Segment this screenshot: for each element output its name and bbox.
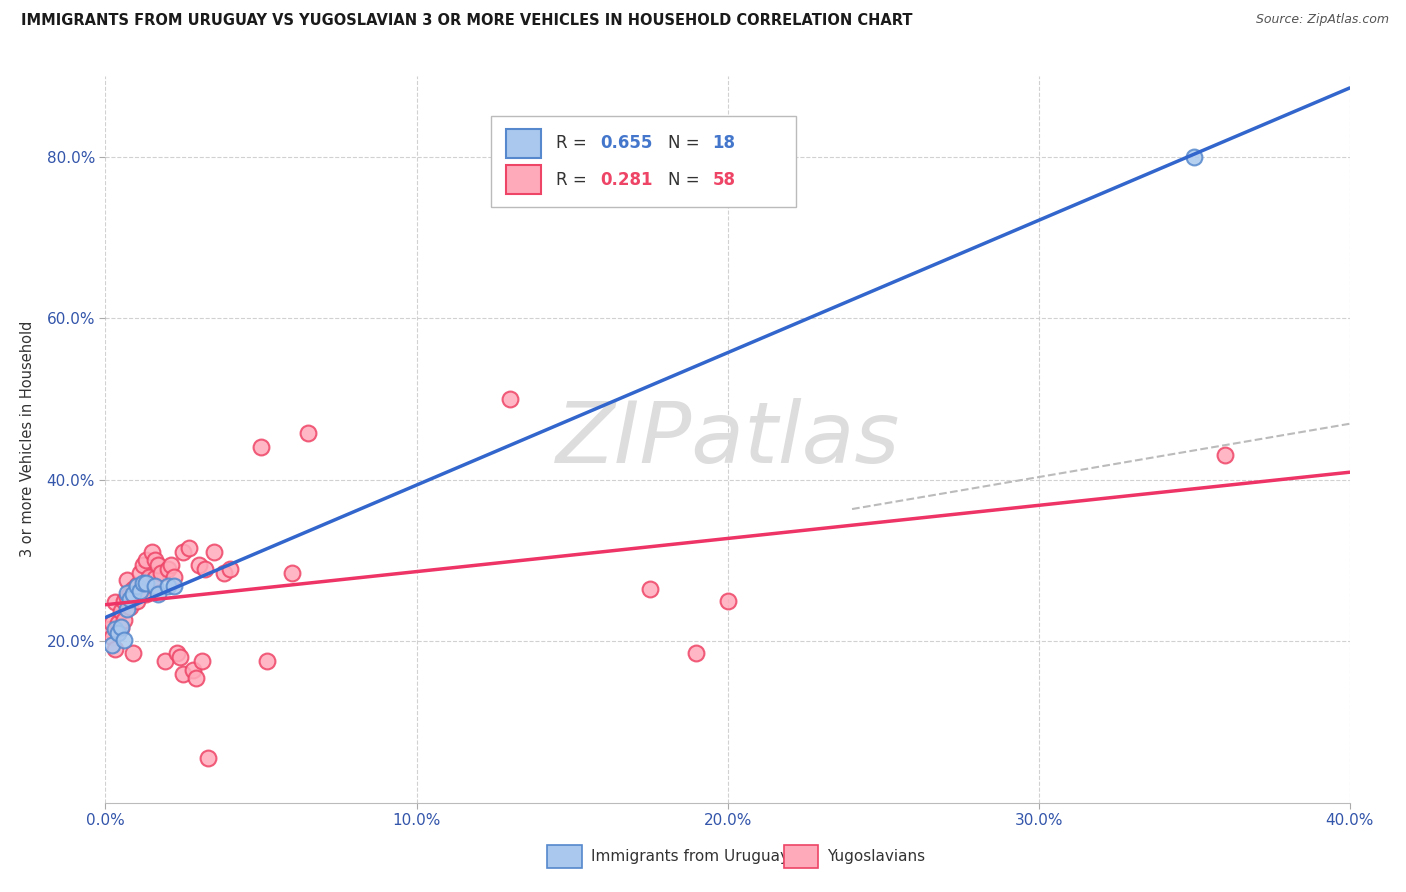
Point [166,646,188,660]
Point [191,654,214,668]
Point [281,566,304,580]
Text: 18: 18 [713,135,735,153]
Point [107,626,129,640]
Point [141,578,163,592]
Point [112,632,135,647]
Text: R =: R = [555,170,592,189]
Point [202,545,225,559]
Point [212,566,235,580]
Point [125,578,148,592]
Point [638,582,661,596]
Point [112,594,135,608]
FancyBboxPatch shape [547,845,582,868]
Point [218,561,242,575]
Point [135,576,157,591]
Point [685,646,707,660]
Point [128,586,150,600]
Point [143,571,166,585]
Text: 58: 58 [713,170,735,189]
Point [115,573,138,587]
Point [100,616,122,631]
Point [120,586,142,600]
Text: Immigrants from Uruguay: Immigrants from Uruguay [591,849,789,864]
Point [122,646,145,660]
Point [110,620,132,634]
Point [184,671,207,685]
Point [115,586,138,600]
Text: IMMIGRANTS FROM URUGUAY VS YUGOSLAVIAN 3 OR MORE VEHICLES IN HOUSEHOLD CORRELATI: IMMIGRANTS FROM URUGUAY VS YUGOSLAVIAN 3… [21,13,912,29]
Point [197,751,219,765]
Point [250,441,273,455]
FancyBboxPatch shape [783,845,818,868]
Point [97,622,120,636]
Point [120,600,142,615]
Point [194,561,217,575]
Point [169,650,191,665]
Text: ZIPatlas: ZIPatlas [555,398,900,481]
Point [179,541,201,556]
Text: 0.281: 0.281 [600,170,654,189]
Point [153,655,176,669]
Point [135,587,157,601]
Point [115,590,138,604]
Point [104,622,127,636]
Point [143,553,166,567]
Text: N =: N = [668,170,704,189]
Point [110,603,132,617]
Text: Yugoslavians: Yugoslavians [827,849,925,864]
Point [128,584,150,599]
Point [128,566,150,580]
Point [104,642,127,657]
Point [148,558,170,572]
Text: R =: R = [555,135,592,153]
Point [138,569,160,583]
Point [187,558,209,572]
Point [100,638,122,652]
FancyBboxPatch shape [506,128,541,158]
Point [100,630,122,644]
Point [132,576,155,591]
Point [104,595,127,609]
Point [1182,150,1205,164]
Point [122,582,145,596]
Point [1215,449,1237,463]
Point [110,621,132,635]
Point [163,579,186,593]
Point [181,663,204,677]
Point [159,558,181,572]
FancyBboxPatch shape [506,165,541,194]
Point [717,594,740,608]
Point [172,666,194,681]
Point [156,579,179,593]
Point [143,579,166,593]
Point [115,602,138,616]
Point [120,592,142,607]
Point [107,621,129,635]
Point [172,545,194,559]
Point [499,392,522,406]
Point [256,655,278,669]
Text: N =: N = [668,135,704,153]
Text: Source: ZipAtlas.com: Source: ZipAtlas.com [1256,13,1389,27]
Point [148,587,170,601]
Point [132,558,155,572]
Point [297,425,319,440]
Point [141,545,163,559]
Point [107,616,129,631]
Point [125,594,148,608]
Point [125,579,148,593]
Point [122,587,145,601]
Point [156,561,179,575]
Point [135,553,157,567]
Point [112,613,135,627]
Point [163,569,186,583]
FancyBboxPatch shape [491,116,796,207]
Point [150,566,173,580]
Text: 0.655: 0.655 [600,135,652,153]
Y-axis label: 3 or more Vehicles in Household: 3 or more Vehicles in Household [21,321,35,558]
